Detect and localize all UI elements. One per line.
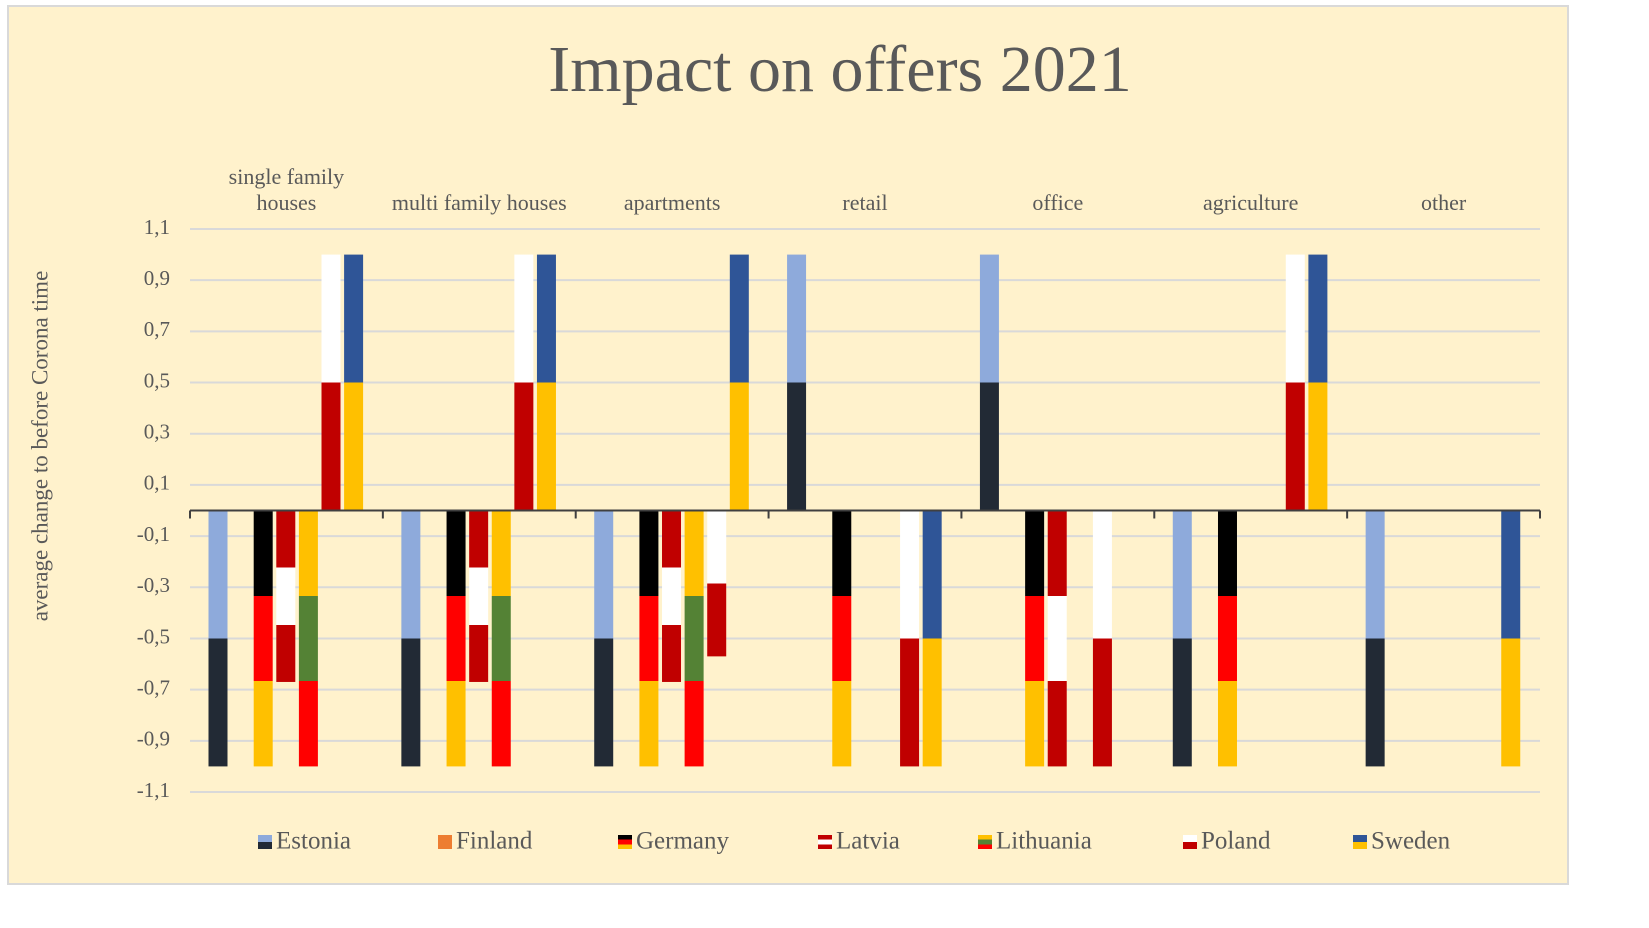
bar (684, 510, 704, 767)
category-label: multi family houses (391, 190, 567, 215)
bar (321, 254, 341, 511)
bar (446, 510, 466, 767)
y-tick-label: -0,7 (137, 675, 170, 699)
bar (1047, 510, 1067, 767)
bar (469, 510, 489, 682)
y-tick-label: 0,1 (144, 471, 170, 495)
category-label: retail (842, 190, 888, 215)
bar (1092, 510, 1112, 767)
legend-swatch (618, 835, 632, 849)
bar (900, 510, 920, 767)
bar (1285, 254, 1305, 511)
legend-label: Germany (636, 828, 730, 855)
bar (344, 254, 364, 511)
legend-label: Poland (1201, 828, 1271, 855)
legend-swatch (818, 835, 832, 849)
category-label: agriculture (1203, 190, 1299, 215)
y-tick-label: -0,5 (137, 624, 170, 648)
legend-label: Sweden (1371, 828, 1451, 855)
legend-swatch (978, 835, 992, 849)
bar (594, 510, 614, 767)
legend-swatch (258, 835, 272, 849)
legend-swatch (1353, 835, 1367, 849)
bar (979, 254, 999, 511)
category-label: office (1032, 190, 1084, 215)
legend-swatch (1183, 835, 1197, 849)
bar (1025, 510, 1045, 767)
legend-swatch (438, 835, 452, 849)
bar (491, 510, 511, 767)
bar (1217, 510, 1237, 767)
y-tick-label: -1,1 (137, 778, 170, 802)
bar (298, 510, 318, 767)
y-tick-label: -0,1 (137, 522, 170, 546)
y-tick-label: 1,1 (144, 215, 170, 239)
bar (832, 510, 852, 767)
bar (639, 510, 659, 767)
bar (787, 254, 807, 511)
bar (253, 510, 273, 767)
bar (1308, 254, 1328, 511)
category-label: other (1420, 190, 1467, 215)
bar (707, 510, 727, 657)
y-tick-label: 0,7 (144, 317, 170, 341)
y-tick-label: -0,3 (137, 573, 170, 597)
bar (1172, 510, 1192, 767)
bar (729, 254, 749, 511)
legend-label: Estonia (276, 828, 351, 855)
y-tick-label: 0,5 (144, 368, 170, 392)
y-tick-label: 0,9 (144, 266, 170, 290)
bar (1501, 510, 1521, 767)
y-axis-label: average change to before Corona time (27, 271, 52, 622)
bar (208, 510, 228, 767)
bar (276, 510, 296, 682)
bar (514, 254, 534, 511)
legend-label: Finland (456, 828, 533, 855)
bar (662, 510, 682, 682)
bar (922, 510, 942, 767)
bar (401, 510, 421, 767)
category-label: single family houses (228, 164, 345, 215)
bar (1365, 510, 1385, 767)
category-label: apartments (623, 190, 721, 215)
legend-label: Lithuania (996, 828, 1092, 855)
legend-label: Latvia (836, 828, 900, 855)
bar (536, 254, 556, 511)
y-tick-label: 0,3 (144, 420, 170, 444)
y-tick-label: -0,9 (137, 727, 170, 751)
chart-title: Impact on offers 2021 (548, 33, 1131, 106)
